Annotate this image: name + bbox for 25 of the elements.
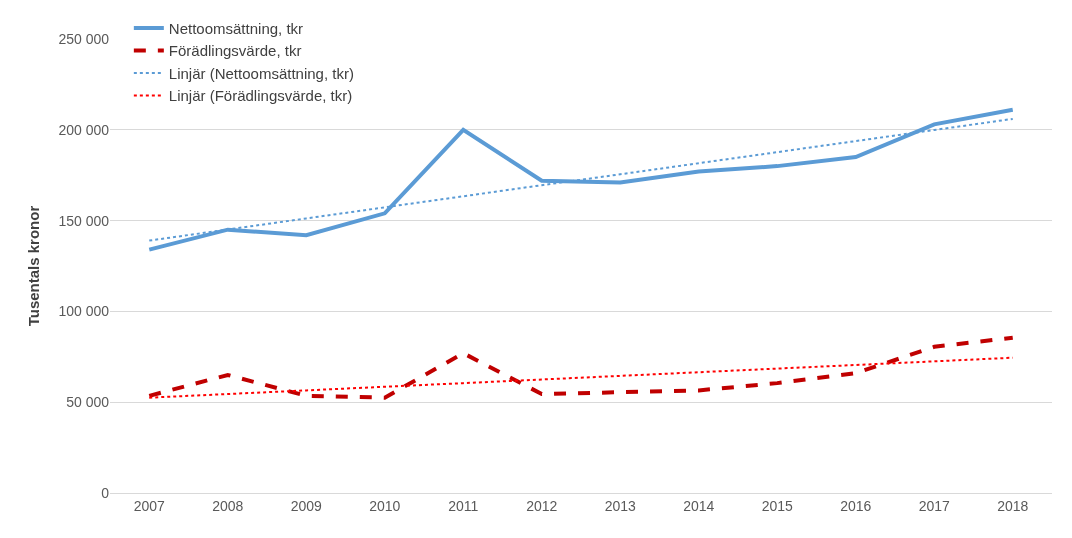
y-tick-label: 200 000 [58,121,110,138]
legend-label: Nettoomsättning, tkr [168,19,304,37]
y-tick-label: 100 000 [58,303,110,320]
y-tick-label: 250 000 [58,30,110,47]
x-tick-label: 2013 [604,497,637,514]
x-tick-label: 2011 [448,497,479,514]
x-tick-label: 2008 [212,497,244,514]
x-tick-label: 2016 [840,497,872,514]
y-tick-label: 150 000 [58,212,110,229]
x-tick-label: 2007 [133,497,166,514]
line-series [148,356,1014,399]
x-tick-label: 2009 [290,497,323,514]
y-axis-title: Tusentals kronor [24,205,42,327]
x-tick-label: 2014 [683,497,715,514]
legend-label: Linjär (Nettoomsättning, tkr) [168,64,354,82]
x-tick-label: 2012 [526,497,558,514]
x-tick-label: 2015 [761,497,794,514]
legend-label: Förädlingsvärde, tkr [168,42,302,60]
line-series [147,335,1015,400]
y-tick-label: 0 [101,484,110,501]
legend-label: Linjär (Förädlingsvärde, tkr) [168,87,353,105]
y-tick-label: 50 000 [66,394,110,411]
x-tick-label: 2010 [369,497,401,514]
x-tick-label: 2017 [918,497,951,514]
x-tick-label: 2018 [997,497,1029,514]
